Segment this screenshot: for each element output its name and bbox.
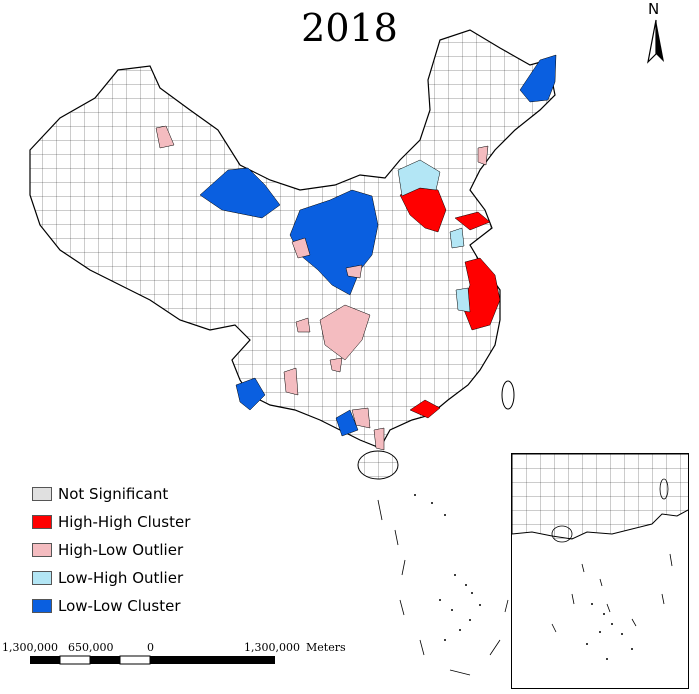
high-low-region-10: [373, 427, 385, 451]
north-arrow-icon: [647, 19, 664, 64]
south-sea-islands: [377, 499, 509, 676]
swatch-not-significant: [32, 487, 52, 501]
low-high-region-east: [455, 287, 471, 313]
hainan-island: [357, 450, 399, 480]
high-high-region-shandong: [454, 211, 491, 231]
legend-item-high-high: High-High Cluster: [32, 508, 190, 536]
taiwan-island: [501, 380, 515, 410]
legend-label: Low-Low Cluster: [58, 597, 181, 615]
low-low-region-northeast: [519, 54, 557, 103]
high-low-region-6: [477, 145, 489, 166]
legend-item-low-high: Low-High Outlier: [32, 564, 190, 592]
inset-map: [512, 454, 688, 660]
low-high-region-north: [397, 159, 441, 197]
swatch-high-low: [32, 543, 52, 557]
high-low-region-5: [351, 407, 371, 429]
map-title: 2018: [301, 6, 398, 50]
scale-label-zero: 0: [147, 641, 154, 654]
scale-unit: Meters: [306, 641, 346, 654]
low-low-region-south: [335, 409, 359, 437]
high-low-region-9: [295, 317, 311, 333]
scale-bar: [30, 655, 275, 665]
legend: Not Significant High-High Cluster High-L…: [32, 480, 190, 620]
scale-label-right: 1,300,000: [244, 641, 300, 654]
legend-label: Low-High Outlier: [58, 569, 184, 587]
high-low-region-1: [155, 125, 175, 149]
north-label: N: [648, 0, 660, 18]
low-low-region-west: [199, 167, 281, 219]
legend-label: High-Low Outlier: [58, 541, 184, 559]
south-china-sea-inset: [511, 453, 689, 689]
low-high-region-coast: [449, 227, 465, 249]
high-low-region-7: [329, 357, 343, 373]
high-high-region-south: [409, 399, 441, 419]
scale-label-left: 1,300,000: [2, 641, 58, 654]
island-dots: [414, 494, 481, 641]
swatch-high-high: [32, 515, 52, 529]
legend-item-high-low: High-Low Outlier: [32, 536, 190, 564]
legend-label: Not Significant: [58, 485, 169, 503]
high-low-region-8: [345, 264, 363, 279]
high-low-region-3: [291, 237, 311, 259]
legend-item-low-low: Low-Low Cluster: [32, 592, 190, 620]
legend-item-not-significant: Not Significant: [32, 480, 190, 508]
legend-label: High-High Cluster: [58, 513, 191, 531]
swatch-low-high: [32, 571, 52, 585]
high-low-region-2: [319, 304, 371, 361]
low-low-region-southwest: [235, 377, 266, 411]
scale-label-mid: 650,000: [68, 641, 114, 654]
swatch-low-low: [32, 599, 52, 613]
high-low-region-4: [283, 367, 299, 396]
